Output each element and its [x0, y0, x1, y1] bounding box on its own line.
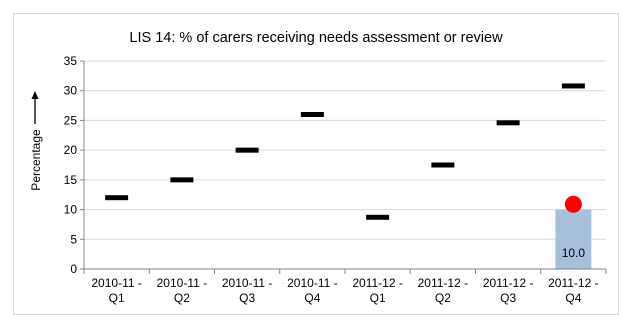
markers: [105, 83, 585, 220]
bar-data-label: 10.0: [562, 246, 586, 260]
target-marker: [235, 147, 259, 153]
actual-marker: [564, 195, 582, 213]
y-axis-ticks: 0 5 10 15 20 25 30 35: [64, 54, 84, 276]
x-tick-label: 2011-12 -Q2: [418, 276, 468, 305]
target-marker: [300, 111, 324, 117]
axes: [83, 61, 606, 270]
y-axis-arrow-head: [31, 91, 39, 99]
chart: LIS 14: % of carers receiving needs asse…: [29, 30, 607, 305]
chart-frame: LIS 14: % of carers receiving needs asse…: [13, 13, 619, 315]
y-tick-label: 5: [70, 232, 77, 246]
gridlines: [84, 60, 606, 240]
chart-title: LIS 14: % of carers receiving needs asse…: [129, 30, 503, 46]
x-tick-label: 2010-11 -Q1: [91, 276, 141, 305]
target-marker: [105, 195, 129, 201]
y-tick-label: 20: [64, 143, 78, 157]
target-marker: [170, 177, 194, 183]
target-marker: [496, 120, 520, 126]
y-tick-label: 30: [64, 84, 78, 98]
target-marker: [431, 162, 455, 168]
x-tick-label: 2010-11 -Q3: [222, 276, 272, 305]
x-tick-label: 2011-12 -Q1: [352, 276, 402, 305]
x-axis-ticks: 2010-11 -Q1 2010-11 -Q2 2010-11 -Q3 2010-11…: [83, 269, 607, 305]
x-tick-label: 2010-11 -Q2: [157, 276, 207, 305]
y-tick-label: 25: [64, 113, 78, 127]
y-axis-title: Percentage: [29, 129, 43, 191]
y-axis-title-group: Percentage: [29, 91, 43, 191]
target-marker: [366, 214, 390, 220]
target-marker: [561, 83, 585, 89]
y-tick-label: 15: [64, 173, 78, 187]
y-tick-label: 10: [64, 203, 78, 217]
y-tick-label: 0: [70, 262, 77, 276]
x-tick-label: 2011-12 -Q4: [548, 276, 598, 305]
x-tick-label: 2011-12 -Q3: [483, 276, 533, 305]
bar: [555, 209, 592, 269]
bars: 10.0: [555, 209, 592, 269]
x-tick-label: 2010-11 -Q4: [287, 276, 337, 305]
y-tick-label: 35: [64, 54, 78, 68]
